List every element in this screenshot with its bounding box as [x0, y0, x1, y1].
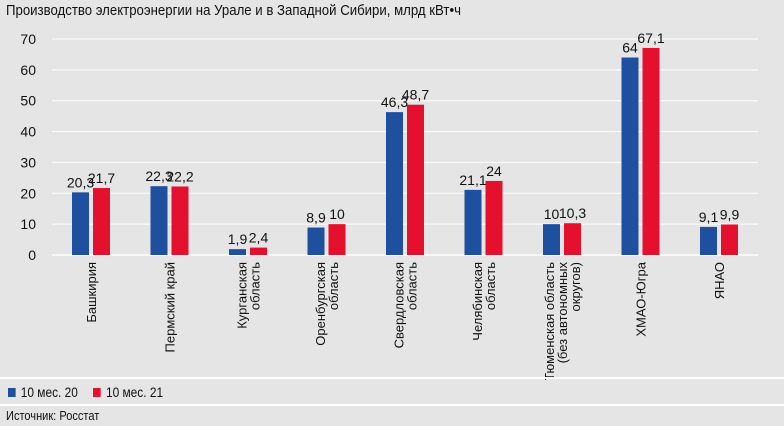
data-label: 64 [622, 40, 638, 56]
bar-2020 [229, 249, 246, 255]
bar-2021 [721, 224, 738, 255]
divider [0, 377, 784, 379]
category-label: (без автономных [555, 262, 570, 364]
category-label: ХМАО-Югра [634, 261, 649, 336]
y-tick-label: 60 [20, 62, 36, 78]
bar-chart: 0 10 20 30 40 50 60 70 20,321,7 Башкирия 22,322,2 П… [20, 30, 758, 380]
y-tick-label: 40 [20, 124, 36, 140]
bar-2021 [407, 104, 424, 256]
data-label: 1,9 [228, 231, 248, 247]
bar-2021 [485, 180, 503, 255]
data-label: 24 [486, 163, 502, 179]
category-label: ЯНАО [712, 262, 727, 299]
bar-2020 [464, 189, 482, 255]
bar-2020 [700, 226, 717, 255]
y-tick-label: 10 [20, 216, 36, 232]
bar-2021 [328, 224, 346, 255]
bar-2021 [564, 223, 581, 255]
category-label: Тюменская область [542, 262, 557, 380]
data-label: 9,9 [720, 206, 740, 222]
category-label: Челябинская [470, 262, 485, 341]
legend-swatch-2021 [93, 387, 101, 397]
data-label: 9,1 [699, 209, 719, 225]
legend-swatch-2020 [8, 387, 16, 397]
legend-label-2020: 10 мес. 20 [20, 384, 78, 400]
data-label: 21,7 [88, 170, 115, 186]
y-tick-label: 50 [20, 93, 36, 109]
bar-2021 [642, 47, 660, 255]
y-tick-label: 20 [20, 185, 36, 201]
data-label: 20,3 [67, 174, 94, 190]
bar-2020 [72, 192, 89, 255]
chart-title: Производство электроэнергии на Урале и в… [6, 2, 461, 19]
data-label: 22,3 [145, 168, 172, 184]
bar-2021 [250, 247, 267, 255]
legend-label-2021: 10 мес. 21 [105, 384, 164, 400]
category-label: Пермский край [163, 262, 178, 352]
category-label: область [483, 262, 498, 310]
category-label: Башкирия [84, 262, 99, 323]
bar-2020 [307, 227, 325, 255]
category-label: Курганская [235, 262, 250, 329]
category-label: область [326, 262, 341, 310]
bar-2020 [386, 112, 403, 255]
bar-2020 [150, 186, 168, 255]
bar-2020 [543, 224, 560, 255]
data-label: 67,1 [637, 30, 664, 46]
category-label: Свердловская [392, 262, 407, 348]
data-label: 10 [329, 206, 345, 222]
data-label: 10,3 [559, 205, 586, 221]
category-label: область [405, 262, 420, 310]
data-label: 10 [544, 206, 560, 222]
divider [0, 404, 784, 406]
bar-2021 [93, 188, 110, 255]
data-label: 46,3 [381, 94, 408, 110]
bar-2021 [171, 186, 189, 255]
y-tick-label: 70 [20, 31, 36, 47]
y-tick-label: 0 [28, 247, 36, 263]
y-tick-label: 30 [20, 154, 36, 170]
data-label: 21,1 [459, 172, 486, 188]
category-label: округов) [568, 262, 583, 311]
data-label: 2,4 [249, 230, 269, 246]
source-note: Источник: Росстат [6, 408, 100, 423]
data-label: 22,2 [166, 168, 193, 184]
legend: 10 мес. 20 10 мес. 21 [8, 384, 163, 400]
data-label: 8,9 [306, 210, 326, 226]
bar-2020 [621, 57, 639, 256]
category-label: область [248, 262, 263, 310]
category-label: Оренбургская [313, 262, 328, 346]
data-label: 48,7 [402, 87, 429, 103]
